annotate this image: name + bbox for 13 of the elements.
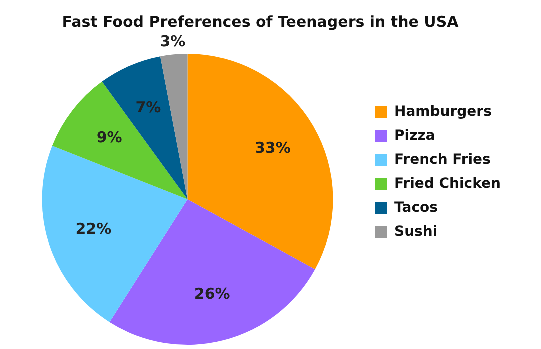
legend-label: Tacos: [394, 200, 438, 216]
legend-label: Hamburgers: [394, 104, 492, 120]
chart-title: Fast Food Preferences of Teenagers in the USA: [62, 12, 460, 31]
data-label: 26%: [194, 285, 230, 304]
legend-label: French Fries: [394, 152, 491, 168]
legend-label: Sushi: [394, 224, 438, 240]
data-label: 7%: [136, 98, 162, 117]
data-label: 9%: [96, 128, 122, 147]
data-label: 33%: [254, 139, 291, 158]
data-label: 3%: [160, 32, 186, 51]
data-label: 22%: [76, 220, 112, 238]
legend-label: Fried Chicken: [394, 176, 502, 192]
legend-label: Pizza: [394, 128, 436, 144]
